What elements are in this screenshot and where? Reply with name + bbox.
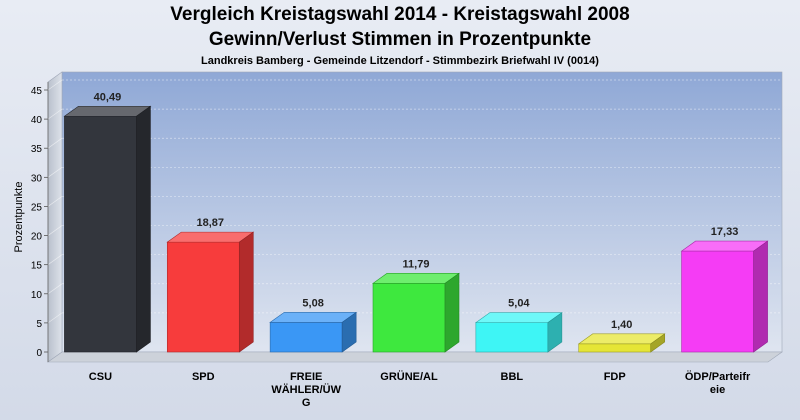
y-tick-label: 5 <box>36 319 42 330</box>
bar-front <box>681 250 754 353</box>
plot-floor <box>47 351 783 363</box>
plot-side-wall <box>47 71 63 363</box>
bar-value-label: 11,79 <box>403 258 430 270</box>
bar-6[interactable] <box>577 333 666 353</box>
y-tick-label: 45 <box>31 86 43 97</box>
bar-value-label: 5,08 <box>302 297 323 309</box>
bar-2[interactable] <box>166 231 255 353</box>
y-tick-label: 15 <box>31 261 43 272</box>
bar-side <box>341 311 357 353</box>
grid-line-side <box>47 254 63 265</box>
chart-subsubtitle: Landkreis Bamberg - Gemeinde Litzendorf … <box>201 55 599 67</box>
bar-top <box>474 312 563 323</box>
grid-line-side <box>47 312 63 324</box>
grid-line-side <box>47 137 63 149</box>
bar-1[interactable] <box>63 105 152 353</box>
x-category-label: GRÜNE/AL <box>380 370 438 383</box>
x-category-label: CSU <box>89 371 112 383</box>
bar-value-label: 5,04 <box>508 298 530 310</box>
bar-top <box>269 312 358 323</box>
chart-subtitle: Gewinn/Verlust Stimmen in Prozentpunkte <box>208 29 592 50</box>
y-tick-label: 30 <box>31 173 43 184</box>
grid-line-side <box>47 283 63 295</box>
grid-line-side <box>47 196 63 207</box>
x-category-label: FREIE WÄHLER/ÜW G <box>271 371 341 409</box>
bar-top <box>166 231 255 243</box>
y-tick-label: 20 <box>31 232 43 243</box>
bar-side <box>136 105 151 353</box>
bar-side <box>547 312 563 353</box>
x-category-label: FDP <box>604 371 626 383</box>
bar-value-label: 1,40 <box>611 319 632 331</box>
bar-front <box>166 241 240 353</box>
bar-4[interactable] <box>372 272 460 353</box>
bar-top <box>680 240 769 252</box>
y-axis-label: Prozentpunkte <box>13 182 25 253</box>
x-category-label: BBL <box>501 371 524 383</box>
grid-line-side <box>47 79 63 91</box>
bar-value-label: 17,33 <box>711 226 739 238</box>
y-tick-label: 40 <box>31 115 43 126</box>
grid-line-side <box>47 167 63 178</box>
bar-7[interactable] <box>680 240 769 353</box>
bar-top <box>63 105 152 117</box>
x-category-label: SPD <box>192 371 215 383</box>
bar-front <box>578 343 652 353</box>
bar-side <box>238 231 254 353</box>
y-tick-label: 0 <box>36 348 42 359</box>
bar-side <box>753 240 768 353</box>
bar-3[interactable] <box>269 311 358 353</box>
bar-front <box>475 322 549 353</box>
grid-line-side <box>47 225 63 236</box>
y-tick-label: 10 <box>31 290 43 301</box>
bar-top <box>577 333 666 345</box>
x-category-label: ÖDP/Parteifr eie <box>685 370 751 396</box>
bar-front <box>269 322 343 353</box>
bar-value-label: 40,49 <box>94 91 122 103</box>
bar-value-label: 18,87 <box>197 217 225 229</box>
bar-side <box>444 272 460 353</box>
bar-top <box>372 273 460 284</box>
grid-line-side <box>47 108 63 120</box>
chart-title: Vergleich Kreistagswahl 2014 - Kreistags… <box>170 4 630 25</box>
y-tick-label: 25 <box>31 202 43 213</box>
y-tick-label: 35 <box>31 144 43 155</box>
bar-5[interactable] <box>474 312 563 353</box>
bar-front <box>372 283 446 353</box>
bar-side <box>650 333 666 353</box>
bar-front <box>64 115 137 353</box>
